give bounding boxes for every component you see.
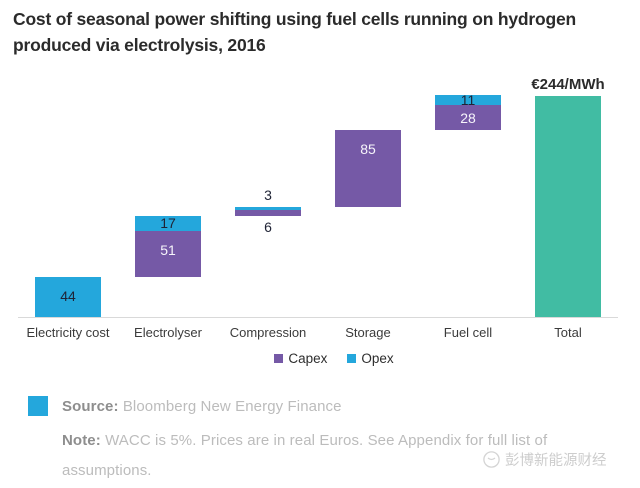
wechat-logo-icon xyxy=(483,451,500,468)
bar-value-label: 28 xyxy=(460,109,476,126)
capex-swatch-icon xyxy=(274,354,284,363)
bar-segment-electrolyser-opex xyxy=(135,215,201,231)
legend-item-opex: Opex xyxy=(347,351,394,366)
chart-title: Cost of seasonal power shifting using fu… xyxy=(13,9,576,55)
x-axis-label: Total xyxy=(554,325,582,340)
source-label: Source: xyxy=(62,398,119,415)
bar-segment-compression-opex xyxy=(235,207,301,211)
note-label: Note: xyxy=(62,432,101,449)
source-bullet-icon xyxy=(28,396,48,416)
total-annotation: €244/MWh xyxy=(531,76,605,93)
note-line: Note: WACC is 5%. Prices are in real Eur… xyxy=(62,426,602,486)
chart-legend: Capex Opex xyxy=(14,351,640,366)
bar-value-label: 44 xyxy=(60,288,76,305)
watermark-text: 彭博新能源财经 xyxy=(505,453,607,469)
opex-swatch-icon xyxy=(347,354,357,363)
bar-value-label: 85 xyxy=(360,141,376,158)
plot-area: 44 Electricity cost 51 17 Electrolyser 6 3 Comp… xyxy=(18,75,618,340)
x-axis-label: Fuel cell xyxy=(443,325,493,340)
note-text: WACC is 5%. Prices are in real Euros. Se… xyxy=(62,432,548,479)
x-axis-label: Electrolyser xyxy=(134,325,202,340)
bar-value-label: 3 xyxy=(264,187,272,204)
x-axis-label: Storage xyxy=(345,325,391,340)
bar-segment-electrolyser-capex xyxy=(135,230,201,278)
bar-segment-fuel-cell-opex xyxy=(435,95,501,106)
bar-segment-fuel-cell-capex xyxy=(435,105,501,131)
bar-segment-storage-capex xyxy=(335,130,401,208)
source-text: Bloomberg New Energy Finance xyxy=(118,398,342,415)
bar-segment-total-total xyxy=(535,96,601,317)
legend-item-capex: Capex xyxy=(274,351,327,366)
bar-segment-compression-capex xyxy=(235,210,301,216)
x-axis-label: Compression xyxy=(229,325,307,340)
legend-label-capex: Capex xyxy=(288,351,328,366)
bar-value-label: 11 xyxy=(460,92,476,109)
bar-value-label: 17 xyxy=(160,215,176,232)
source-line: Source: Bloomberg New Energy Finance xyxy=(62,398,342,415)
bar-segment-electricity-cost-opex xyxy=(35,277,101,317)
x-axis-label: Electricity cost xyxy=(26,325,110,340)
legend-label-opex: Opex xyxy=(361,351,394,366)
bar-value-label: 51 xyxy=(160,242,176,258)
watermark: 彭博新能源财经 xyxy=(483,449,607,470)
bar-value-label: 6 xyxy=(264,218,272,235)
